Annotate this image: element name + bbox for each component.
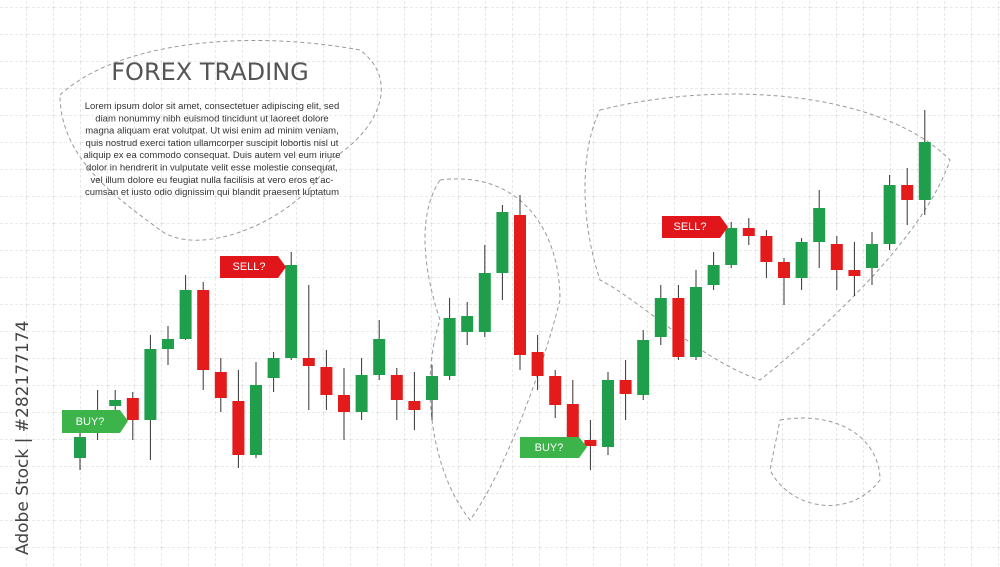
annotation: SELL? [662, 216, 728, 238]
description-line: quis nostrud exerci tation ullamcorper s… [86, 138, 339, 149]
candle-body [707, 265, 720, 285]
candle-body [390, 375, 403, 400]
candle-body [373, 339, 386, 375]
annotation: BUY? [62, 410, 128, 433]
candles [74, 110, 931, 470]
world-map [59, 40, 951, 521]
candle-body [901, 185, 914, 200]
candle-body [355, 375, 368, 412]
candle-body [443, 318, 456, 376]
candle-body [197, 290, 210, 370]
candle-body [408, 401, 421, 410]
candle-body [338, 395, 350, 412]
candle-body [813, 208, 826, 242]
annotation-label: SELL? [673, 221, 706, 233]
candle-body [584, 440, 597, 446]
candle-body [918, 142, 931, 200]
candle-body [760, 236, 773, 262]
candle-body [302, 358, 315, 366]
candle-body [250, 385, 262, 455]
candle-body [883, 185, 896, 244]
candle-body [619, 380, 632, 394]
description-line: cumsan et iusto odio dignissim qui bland… [85, 187, 339, 198]
candle-body [637, 340, 650, 395]
description-line: diam nonummy nibh euismod tincidunt ut l… [95, 113, 328, 124]
candle-body [232, 401, 245, 455]
candle-body [162, 339, 174, 349]
watermark: Adobe Stock | #282177174 [13, 321, 33, 555]
candle-body [830, 244, 843, 270]
annotation-label: BUY? [76, 416, 105, 428]
candle-body [742, 228, 755, 236]
candle-body [461, 316, 474, 332]
candle-body [179, 290, 192, 339]
description-line: magna aliquam erat volutpat. Ut wisi eni… [85, 126, 338, 137]
candle-body [549, 376, 562, 405]
candle-body [866, 244, 878, 268]
candle-body [514, 215, 526, 355]
description-line: vel illum dolore eu feugiat nulla facili… [91, 175, 334, 186]
candle-body [426, 376, 438, 400]
candle-body [109, 400, 122, 406]
candle-body [672, 298, 685, 357]
annotation: SELL? [220, 256, 286, 278]
candle-body [848, 270, 861, 276]
annotation: BUY? [520, 437, 587, 458]
description-line: aliquip ex ea commodo consequat. Duis au… [83, 150, 340, 161]
candle-body [214, 372, 227, 398]
candle-body [267, 358, 280, 378]
candle-body [320, 367, 333, 395]
candle-body [566, 404, 579, 438]
chart-title: FOREX TRADING [111, 58, 309, 86]
candle-body [654, 298, 667, 337]
candle-body [690, 287, 702, 357]
description: Lorem ipsum dolor sit amet, consectetuer… [83, 101, 340, 198]
annotation-label: SELL? [232, 261, 265, 273]
candle-body [74, 437, 86, 458]
candle-body [478, 273, 491, 332]
description-line: dolor in hendrerit in vulputate velit es… [86, 163, 338, 174]
candle-body [725, 228, 738, 265]
annotation-label: BUY? [535, 442, 564, 454]
candle-body [285, 265, 298, 358]
candle-body [126, 398, 139, 420]
description-line: Lorem ipsum dolor sit amet, consectetuer… [85, 101, 340, 112]
candle-body [144, 349, 157, 420]
candle-body [778, 262, 790, 278]
candle-body [531, 352, 544, 376]
candle-body [795, 242, 808, 278]
candle-body [496, 212, 509, 273]
candle-body [602, 380, 614, 447]
